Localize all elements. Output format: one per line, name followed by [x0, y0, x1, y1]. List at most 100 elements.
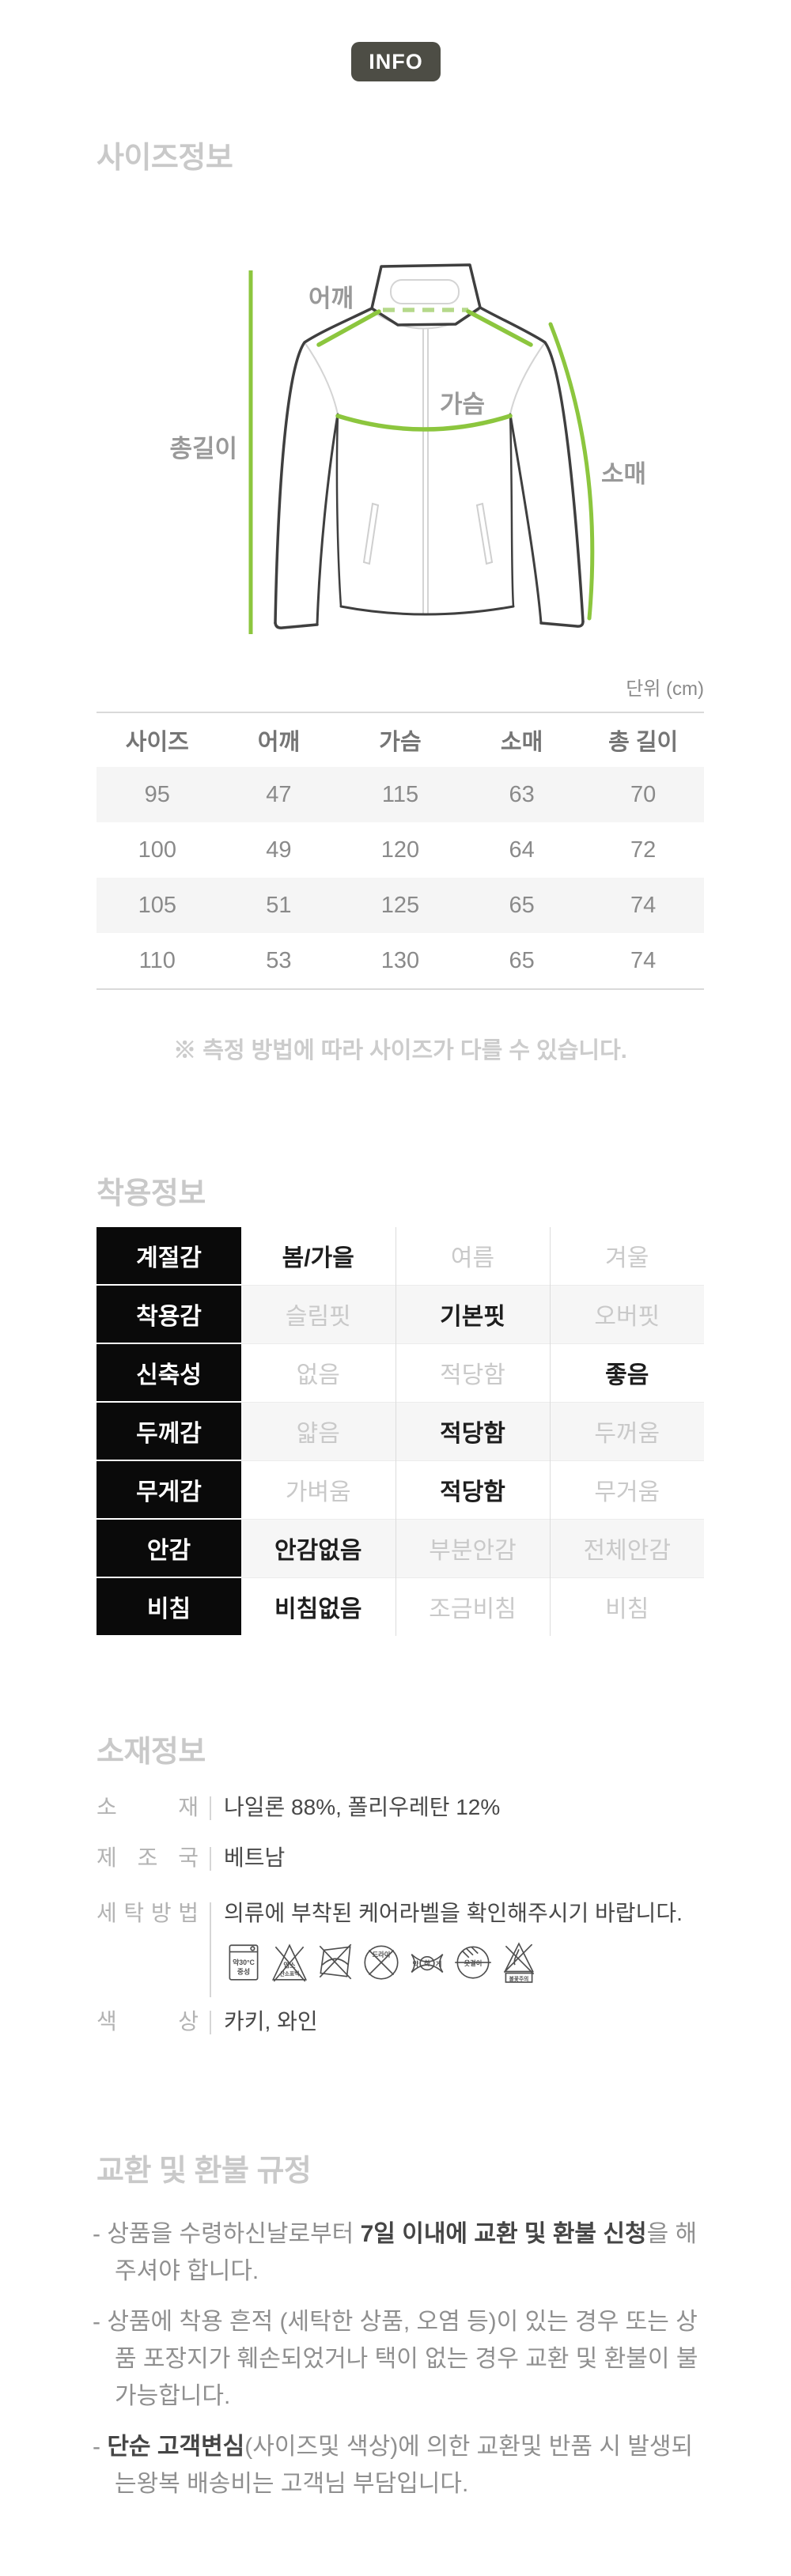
wear-option: 겨울 — [549, 1227, 704, 1285]
policy-list: - 상품을 수령하신날로부터 7일 이내에 교환 및 환불 신청을 해주셔야 합… — [93, 2215, 708, 2516]
table-row: 두께감 얇음 적당함 두꺼움 — [97, 1401, 704, 1461]
wear-option: 비침 — [549, 1577, 704, 1636]
wear-option-selected: 봄/가을 — [282, 1245, 354, 1272]
bullet-marker: - — [93, 2221, 108, 2247]
wear-option-selected: 적당함 — [395, 1460, 550, 1519]
care-icon-label: 약 — [413, 1960, 419, 1968]
wear-option: 전체안감 — [549, 1518, 704, 1577]
size-cell: 47 — [266, 781, 292, 807]
size-cell: 70 — [630, 781, 657, 807]
wear-option: 부분안감 — [395, 1518, 550, 1577]
care-icon-label: 산소표백 — [280, 1970, 300, 1977]
wear-info-table: 계절감 봄/가을 여름 겨울 착용감 슬림핏 기본핏 오버핏 신축성 없음 적당함 좋음 두께감 얇음 적당… — [97, 1227, 704, 1637]
material-row-content: 베트남 — [224, 1845, 285, 1872]
size-note: ※ 측정 방법에 따라 사이즈가 다를 수 있습니다. — [173, 1038, 627, 1063]
size-cell: 125 — [380, 892, 420, 918]
wear-row-label: 착용감 — [97, 1285, 241, 1344]
size-cell: 74 — [630, 947, 657, 973]
size-cell: 130 — [380, 947, 420, 973]
bullet-marker: - — [93, 2434, 108, 2460]
label-value-divider — [210, 2011, 211, 2034]
wear-option: 가벼움 — [241, 1460, 396, 1519]
label-value-divider — [210, 1902, 211, 1997]
no-dryclean-icon: 드라이 — [364, 1945, 399, 1980]
wear-row-label: 계절감 — [97, 1227, 241, 1286]
info-badge: INFO — [351, 42, 441, 81]
material-label-char: 소 — [97, 1795, 117, 1819]
wash-30c-icon: 약30°C중성 — [229, 1944, 259, 1981]
jacket-illustration — [248, 263, 595, 634]
size-cell: 120 — [380, 837, 420, 863]
size-cell: 105 — [138, 892, 176, 918]
material-row: 소 재 나일론 88%, 폴리우레탄 12% — [97, 1794, 500, 1821]
wear-row-label: 신축성 — [97, 1343, 241, 1403]
care-icon-label: 불꽃주의 — [509, 1975, 529, 1982]
table-row: 신축성 없음 적당함 좋음 — [97, 1343, 704, 1403]
bullet-marker: - — [93, 2309, 108, 2335]
material-row-value: 카키, 와인 — [224, 2009, 318, 2034]
material-label-char: 조 — [137, 1845, 158, 1870]
care-icon-label: 옷걸이 — [464, 1959, 483, 1967]
material-section-title: 소재정보 — [97, 1736, 206, 1769]
sleeve-label: 소매 — [601, 460, 647, 488]
size-cell: 72 — [630, 837, 657, 863]
table-row: 착용감 슬림핏 기본핏 오버핏 — [97, 1284, 704, 1344]
table-row: 비침 비침없음 조금비침 비침 — [97, 1577, 704, 1637]
wear-option: 적당함 — [395, 1343, 550, 1402]
size-cell: 63 — [509, 781, 535, 807]
size-section-title: 사이즈정보 — [97, 142, 233, 175]
size-column-header: 사이즈 — [125, 730, 189, 755]
care-icon-label: 게 — [436, 1960, 442, 1968]
wear-option-selected: 좋음 — [549, 1343, 704, 1402]
material-row: 세 탁 방 법 의류에 부착된 케어라벨을 확인해주시기 바랍니다. 약30°C 중성 염소 산… — [97, 1900, 683, 1997]
material-label-char: 방 — [150, 1901, 172, 1925]
label-value-divider — [210, 1847, 211, 1871]
total-length-label: 총길이 — [169, 435, 237, 463]
wear-option: 여름 — [395, 1227, 550, 1285]
material-label-char: 재 — [178, 1795, 199, 1819]
size-cell: 100 — [138, 837, 176, 863]
wear-option: 무거움 — [549, 1460, 704, 1519]
table-row: 110 53 130 65 74 — [97, 933, 704, 989]
unit-label: 단위 (cm) — [626, 678, 704, 700]
wear-row-label: 무게감 — [97, 1460, 241, 1520]
wear-row-label: 두께감 — [97, 1402, 241, 1461]
material-row-value: 베트남 — [224, 1845, 286, 1870]
table-row: 95 47 115 63 70 — [97, 767, 704, 822]
care-icon-label: 약30°C — [233, 1958, 255, 1966]
wear-option: 오버핏 — [549, 1284, 704, 1343]
size-cell: 65 — [509, 947, 535, 973]
size-cell: 49 — [266, 837, 292, 863]
policy-bullet: - 상품에 착용 흔적 (세탁한 상품, 오염 등)이 있는 경우 또는 상품 … — [93, 2303, 708, 2415]
wear-option: 조금비침 — [395, 1577, 550, 1636]
table-row: 계절감 봄/가을 여름 겨울 — [97, 1227, 704, 1286]
material-row: 제 조 국 베트남 — [97, 1845, 285, 1872]
size-cell: 64 — [509, 837, 535, 863]
size-cell: 65 — [509, 892, 535, 918]
material-label-char: 법 — [178, 1901, 199, 1925]
size-cell: 110 — [138, 947, 176, 973]
policy-bullet: - 단순 고객변심(사이즈및 색상)에 의한 교환및 반품 시 발생되는왕복 배… — [93, 2428, 708, 2502]
wear-row-label: 안감 — [97, 1519, 241, 1578]
material-label-char: 세 — [97, 1901, 117, 1925]
size-column-header: 가슴 — [379, 730, 422, 755]
shoulder-label: 어깨 — [308, 285, 354, 312]
wear-option: 얇음 — [241, 1401, 396, 1460]
no-flame-icon: 불꽃주의 — [503, 1942, 535, 1983]
material-label-char: 상 — [178, 2009, 199, 2034]
label-value-divider — [210, 1796, 211, 1820]
policy-text-segment: 상품을 수령하신날로부터 — [107, 2221, 361, 2247]
wear-option-selected: 기본핏 — [395, 1284, 550, 1343]
size-cell: 53 — [266, 947, 292, 973]
care-icon-label: 하 — [424, 1959, 430, 1967]
size-table-header-row: 사이즈 어깨 가슴 소매 총 길이 — [97, 712, 704, 767]
policy-bullet: - 상품을 수령하신날로부터 7일 이내에 교환 및 환불 신청을 해주셔야 합… — [93, 2215, 708, 2290]
no-wring-icon — [319, 1943, 352, 1980]
chest-label: 가슴 — [440, 391, 486, 418]
